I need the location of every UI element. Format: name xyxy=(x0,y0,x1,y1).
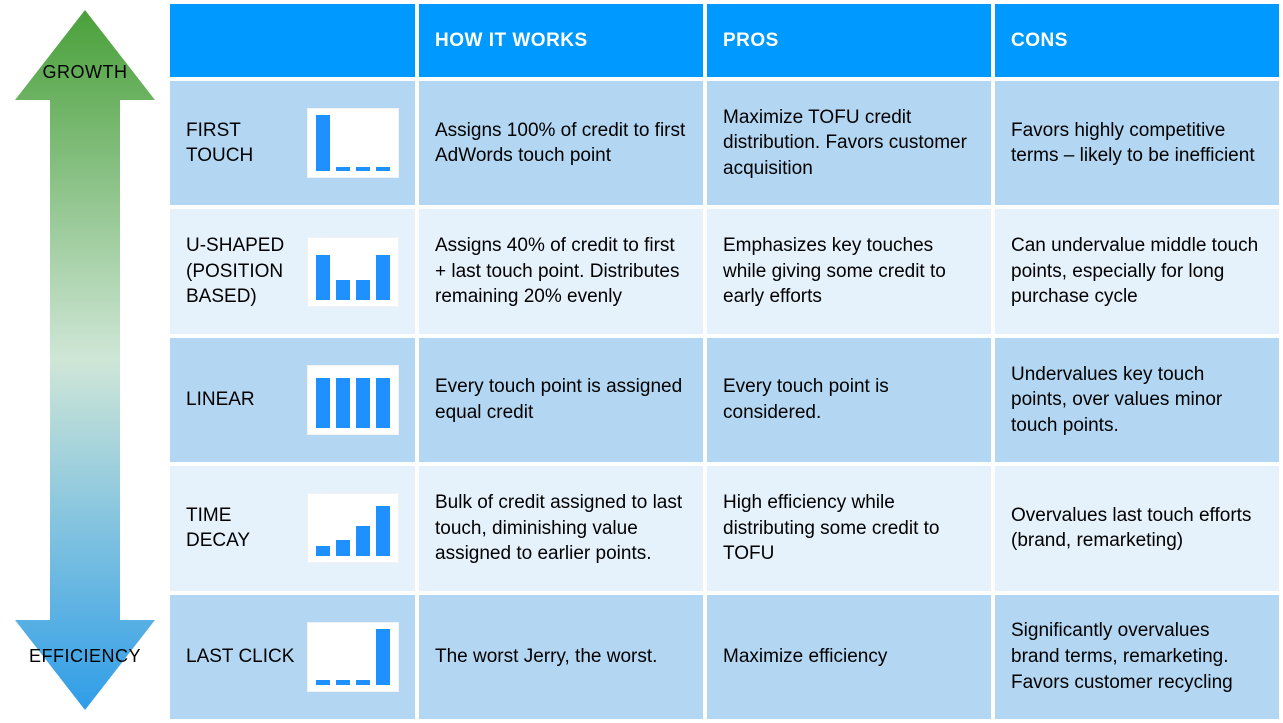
model-how: Every touch point is assigned equal cred… xyxy=(419,338,703,462)
chart-bar xyxy=(336,167,350,171)
chart-bar xyxy=(356,280,370,300)
model-name: LAST CLICK xyxy=(186,644,295,670)
arrow-bottom-label: EFFICIENCY xyxy=(29,646,141,667)
model-pros: Maximize efficiency xyxy=(707,595,991,719)
chart-bar xyxy=(336,680,350,684)
model-cons: Significantly overvalues brand terms, re… xyxy=(995,595,1279,719)
model-how: The worst Jerry, the worst. xyxy=(419,595,703,719)
mini-bar-chart xyxy=(307,493,399,563)
chart-bar xyxy=(376,255,390,300)
chart-bar xyxy=(316,680,330,684)
model-pros: Emphasizes key touches while giving some… xyxy=(707,209,991,333)
growth-efficiency-arrow: GROWTH EFFICIENCY xyxy=(0,0,170,723)
chart-bar xyxy=(356,526,370,557)
model-pros: Every touch point is considered. xyxy=(707,338,991,462)
chart-bar xyxy=(356,680,370,684)
model-how: Bulk of credit assigned to last touch, d… xyxy=(419,466,703,590)
chart-bar xyxy=(316,115,330,171)
table-header: PROS xyxy=(707,4,991,77)
model-cons: Undervalues key touch points, over value… xyxy=(995,338,1279,462)
model-how: Assigns 40% of credit to first + last to… xyxy=(419,209,703,333)
chart-bar xyxy=(376,629,390,685)
model-name-cell: U-SHAPED (POSITION BASED) xyxy=(170,209,415,333)
model-pros: High efficiency while distributing some … xyxy=(707,466,991,590)
table-header xyxy=(170,4,415,77)
chart-bar xyxy=(376,167,390,171)
chart-bar xyxy=(316,546,330,556)
chart-bar xyxy=(316,378,330,428)
arrow-top-label: GROWTH xyxy=(43,62,128,83)
chart-bar xyxy=(336,378,350,428)
model-name-cell: TIME DECAY xyxy=(170,466,415,590)
mini-bar-chart xyxy=(307,237,399,307)
model-name: FIRST TOUCH xyxy=(186,118,295,169)
double-arrow-icon xyxy=(15,10,155,710)
model-how: Assigns 100% of credit to first AdWords … xyxy=(419,81,703,205)
chart-bar xyxy=(376,506,390,556)
model-cons: Can undervalue middle touch points, espe… xyxy=(995,209,1279,333)
model-pros: Maximize TOFU credit distribution. Favor… xyxy=(707,81,991,205)
chart-bar xyxy=(356,378,370,428)
model-name-cell: LINEAR xyxy=(170,338,415,462)
model-name: U-SHAPED (POSITION BASED) xyxy=(186,233,295,310)
mini-bar-chart xyxy=(307,108,399,178)
model-name-cell: LAST CLICK xyxy=(170,595,415,719)
chart-bar xyxy=(356,167,370,171)
chart-bar xyxy=(336,280,350,300)
model-cons: Favors highly competitive terms – likely… xyxy=(995,81,1279,205)
chart-bar xyxy=(316,255,330,300)
model-name: LINEAR xyxy=(186,387,295,413)
model-name: TIME DECAY xyxy=(186,503,295,554)
chart-bar xyxy=(336,540,350,557)
mini-bar-chart xyxy=(307,622,399,692)
model-cons: Overvalues last touch efforts (brand, re… xyxy=(995,466,1279,590)
table-header: HOW IT WORKS xyxy=(419,4,703,77)
model-name-cell: FIRST TOUCH xyxy=(170,81,415,205)
mini-bar-chart xyxy=(307,365,399,435)
chart-bar xyxy=(376,378,390,428)
table-header: CONS xyxy=(995,4,1279,77)
attribution-models-table: HOW IT WORKSPROSCONS FIRST TOUCH Assigns 1… xyxy=(170,0,1283,723)
